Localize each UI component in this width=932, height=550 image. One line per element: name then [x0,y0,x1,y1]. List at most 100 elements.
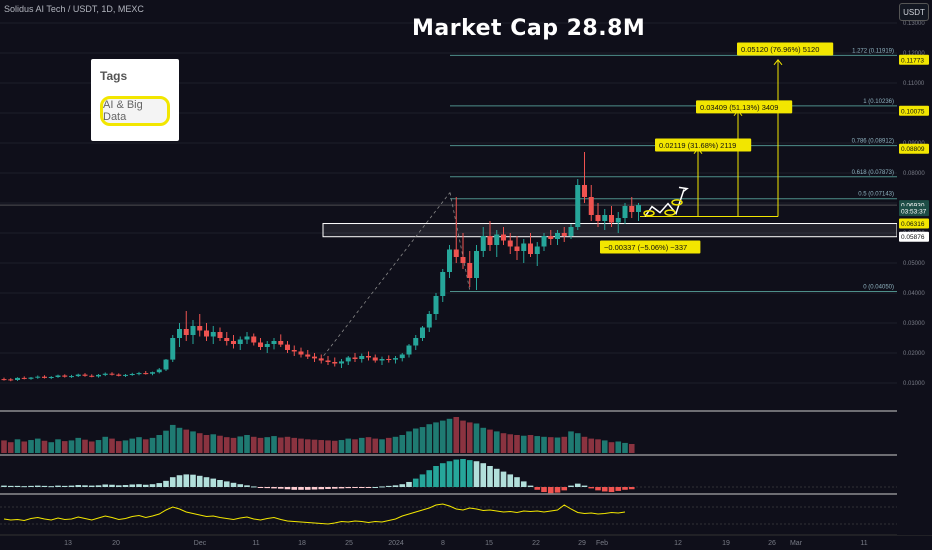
candle-body [42,376,47,378]
macd-bar [338,487,345,489]
x-axis[interactable]: 13 20 Dec 11 18 25 2024 8 15 22 29 Feb 12 19 26 Mar 11 [64,540,868,547]
volume-bar [190,431,196,453]
price-path-arrowhead [678,186,689,193]
candle-body [285,344,290,350]
macd-bar [392,485,399,487]
tag-chip-ai-big-data[interactable]: AI & Big Data [100,96,170,126]
macd-bar [156,483,163,487]
macd-bar [595,487,601,491]
macd-bar [554,487,561,493]
candle-body [312,356,317,359]
volume-bar [568,431,574,453]
volume-bar [250,436,257,453]
candle-body [480,236,486,251]
candle-body [102,373,108,375]
volume-bar [129,438,136,453]
macd-bar [82,485,88,487]
rsi-line [3,503,626,525]
volume-bar [588,438,595,453]
macd-bar [487,466,493,487]
candle-body [494,234,500,245]
volume-bar [95,440,102,453]
volume-bar [210,434,217,453]
x-tick-label: 19 [722,540,730,547]
candle-body [170,338,176,360]
candle-body [177,329,182,338]
candle-body [541,236,547,247]
measure-label-box [696,100,793,114]
macd-bar [190,474,196,487]
candle-body [555,233,560,239]
volume-bar [338,440,345,453]
trend-lines [319,192,471,361]
macd-bar [271,487,277,489]
volume-bar [453,417,460,453]
macd-bar [284,487,291,490]
candle-body [615,218,621,223]
macd-bar [520,481,527,487]
candle-body [609,215,614,223]
volume-bar [493,431,500,453]
candle-body [62,375,68,377]
macd-bar [237,484,244,487]
x-tick-label: 13 [64,540,72,547]
candle-body [528,243,533,254]
candle-body [8,379,14,381]
volume-bar [622,442,628,453]
volume-bar [176,427,183,453]
y-tick-label: 0.13000 [903,21,925,27]
volume-bar [102,436,109,453]
candle-body [352,357,358,359]
candle-body [251,336,257,343]
candle-body [501,234,506,241]
candle-body [568,227,574,236]
volume-bar [541,436,547,453]
candle-body [588,197,594,215]
candle-body [278,341,284,345]
macd-bar [230,482,237,487]
macd-bar [21,486,28,488]
y-axis[interactable]: 0.130000.120000.110000.100000.090000.080… [897,0,932,535]
price-label-box [899,54,929,65]
candle-body [453,249,459,257]
volume-bar [507,434,514,453]
macd-bar [298,487,304,490]
volume-bar [406,431,412,453]
volume-bar [426,424,433,453]
macd-bar [527,485,534,487]
macd-bar [109,484,115,487]
macd-bar [352,487,358,488]
price-label-text: 0.10075 [901,108,925,115]
volume-bar [217,435,223,453]
candle-body [55,375,61,377]
candle-body [163,359,169,370]
candle-body [325,360,331,362]
macd-bar [446,461,453,487]
macd-bar [28,485,34,487]
candle-body [291,350,297,352]
volume-bar [203,435,210,453]
currency-unit-button[interactable]: USDT [899,3,929,21]
macd-bar [473,461,480,487]
macd-bar [61,485,68,487]
volume-bar [7,442,14,453]
price-label-box [899,206,929,217]
volume-bar [608,442,615,453]
volume-bar [88,441,95,453]
candle-body [629,206,635,212]
volume-bar [460,420,466,453]
y-tick-label: 0.03000 [903,321,925,327]
candles [1,152,641,382]
candle-body [231,341,236,344]
macd-bar [547,487,554,494]
x-tick-label: 2024 [388,540,404,547]
fib-label: 1.272 (0.11919) [852,48,894,54]
support-zone-rect [322,223,898,238]
candle-body [386,359,392,360]
tags-card: Tags AI & Big Data [91,59,179,141]
volume-bar [244,435,250,453]
candle-body [21,377,27,379]
volume-bar [142,439,149,453]
candle-body [318,358,324,361]
